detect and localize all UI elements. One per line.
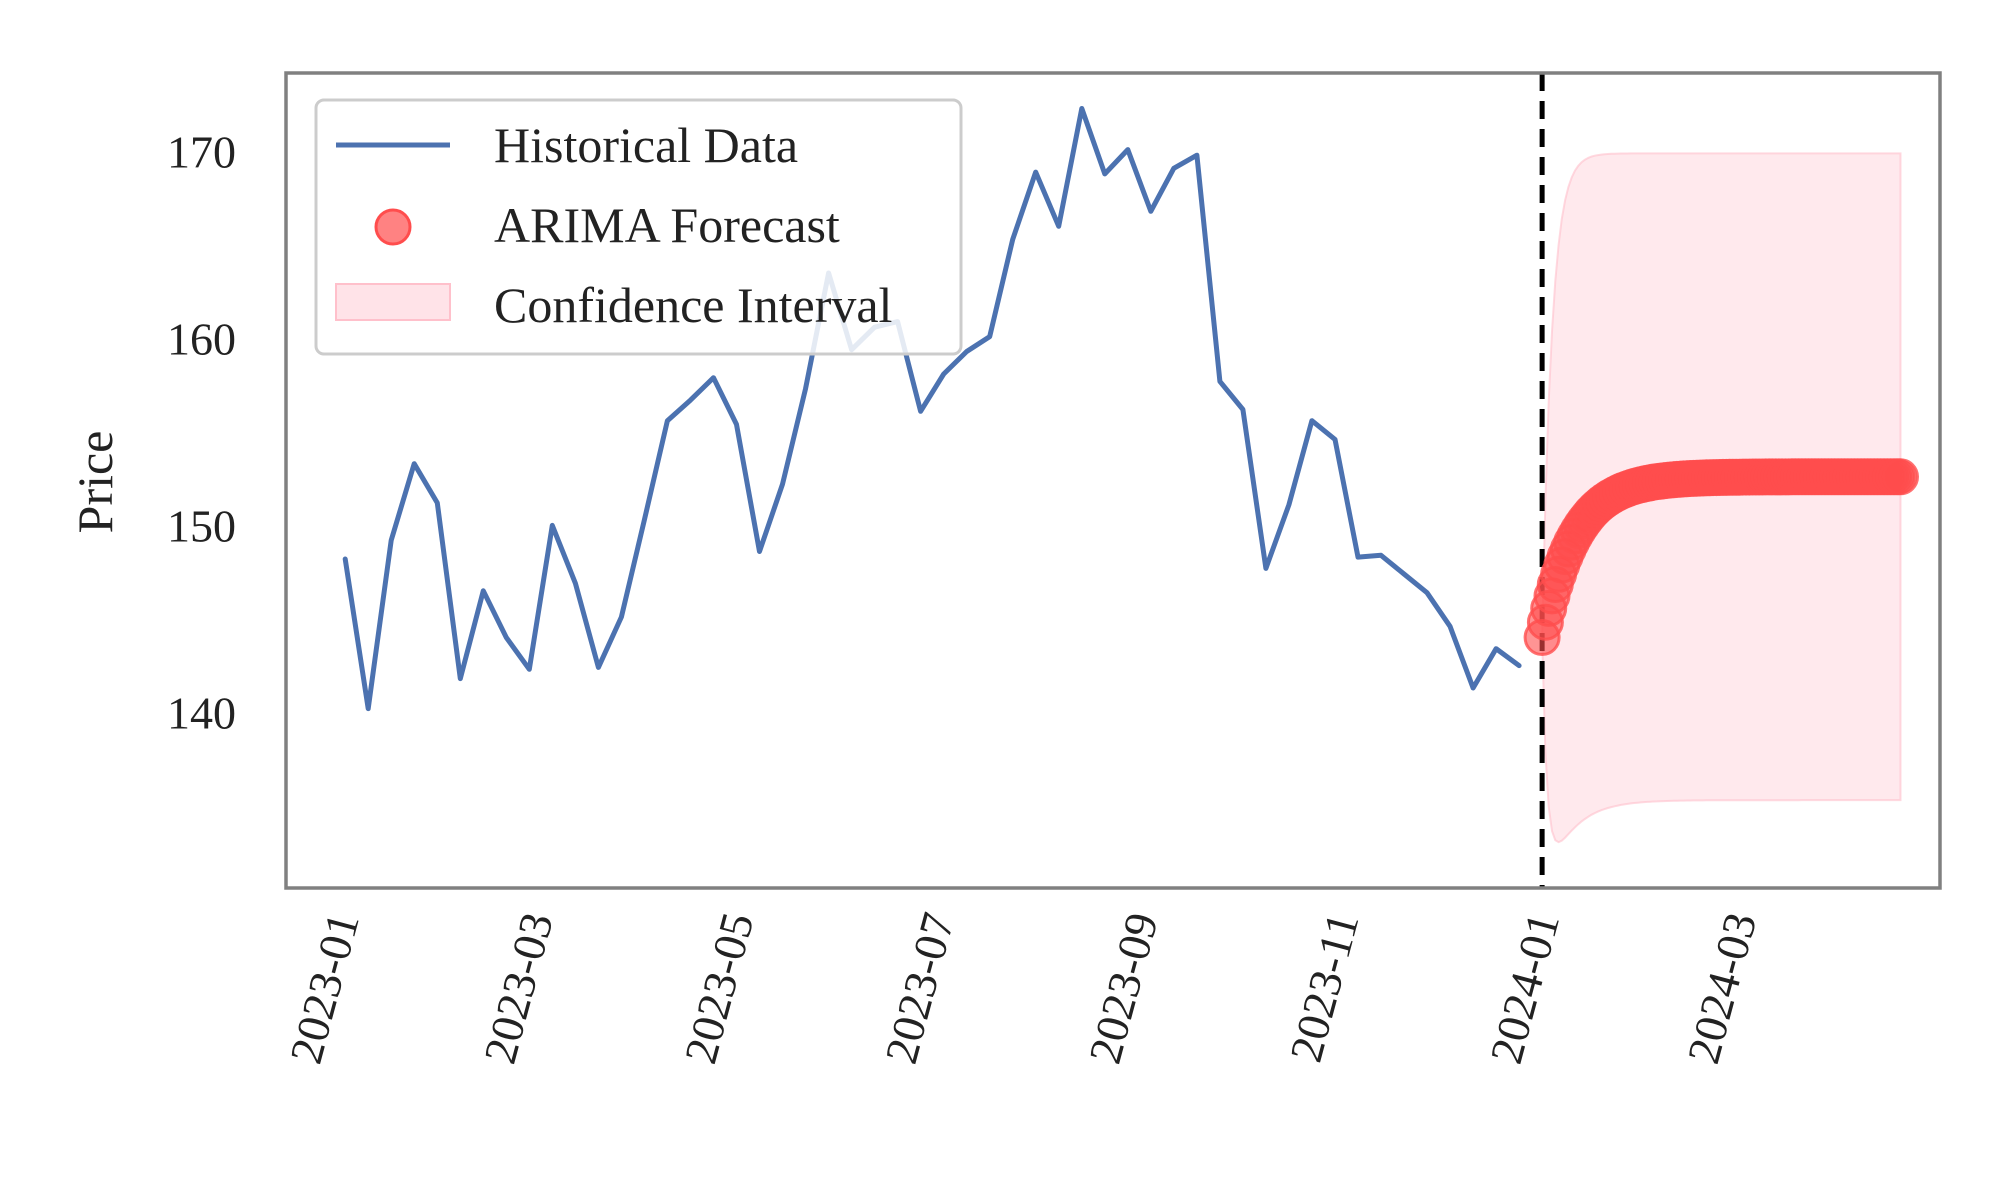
legend-box [314,98,963,356]
legend-band-swatch [335,283,451,321]
legend-label-confidence: Confidence Interval [494,277,892,333]
historical-data-line [342,106,1522,712]
legend-label-forecast: ARIMA Forecast [494,197,840,253]
historical-line-layer [342,106,1522,712]
y-tick-label: 160 [167,313,236,364]
y-tick-label: 170 [167,127,236,178]
legend-label-historical: Historical Data [494,117,798,173]
y-tick-label: 140 [167,687,236,738]
y-tick-label: 150 [167,500,236,551]
legend: Historical Data ARIMA Forecast Confidenc… [314,98,963,356]
legend-marker-swatch [374,208,412,246]
plot-frame [284,71,1942,890]
forecast-points-layer [1523,458,1919,656]
y-tick-labels: 140 150 160 170 [167,127,236,739]
y-axis-label: Price [67,431,123,534]
forecast-point [1882,458,1919,496]
